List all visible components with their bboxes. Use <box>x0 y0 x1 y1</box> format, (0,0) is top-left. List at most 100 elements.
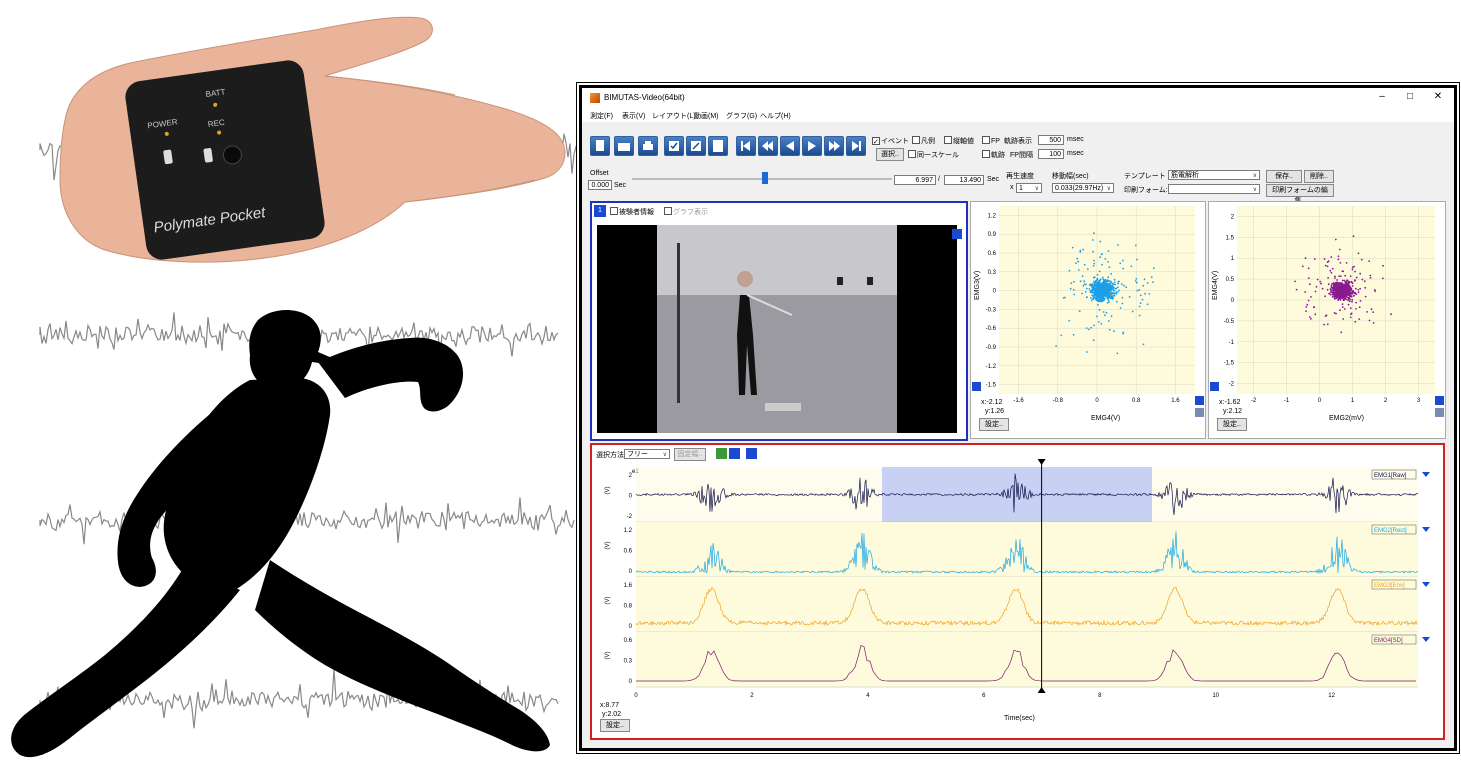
calculator-button[interactable] <box>708 136 728 156</box>
offset-unit: Sec <box>614 182 627 189</box>
scatter1-corner-icon[interactable] <box>972 382 981 391</box>
scatter-point <box>1348 280 1351 283</box>
cursor-top-marker[interactable] <box>1037 459 1046 465</box>
track-name-box[interactable] <box>1371 634 1417 645</box>
scatter-point <box>1355 287 1357 290</box>
fp-interval-label: FP間隔 <box>1010 152 1033 159</box>
menu-measure[interactable]: 測定(F) <box>590 113 613 120</box>
delete-button[interactable]: 削除.. <box>1304 170 1334 183</box>
scatter-point <box>1338 284 1341 286</box>
step-back-button[interactable] <box>758 136 778 156</box>
close-button[interactable]: ✕ <box>1433 91 1443 102</box>
video-expand-icon[interactable] <box>952 229 962 239</box>
menu-help[interactable]: ヘルプ(H) <box>760 113 791 120</box>
trace-ms-field[interactable]: 500 <box>1038 135 1064 145</box>
maximize-button[interactable]: □ <box>1406 91 1414 102</box>
save-button[interactable]: 保存.. <box>1266 170 1302 183</box>
same-scale-checkbox[interactable]: 同一スケール <box>908 150 959 160</box>
scatter1-settings-button[interactable]: 設定.. <box>979 418 1009 431</box>
scatter-point <box>1342 318 1345 320</box>
edit-button[interactable] <box>686 136 706 156</box>
track-menu-icon[interactable] <box>1422 637 1430 642</box>
time-tick-label: 2 <box>750 693 754 699</box>
trace-checkbox[interactable]: 軌跡 <box>982 150 1005 160</box>
template-select[interactable]: 筋電解析 <box>1168 170 1260 181</box>
scatter-point <box>1117 244 1119 246</box>
scatter2-zoom-in-icon[interactable] <box>1435 396 1444 405</box>
scatter2-zoom-out-icon[interactable] <box>1435 408 1444 417</box>
edit-print-form-button[interactable]: 印刷フォームの編集.. <box>1266 184 1334 205</box>
scatter-point <box>1330 271 1333 274</box>
x-tick-label: 1.6 <box>1171 398 1180 404</box>
scatter2-settings-button[interactable]: 設定.. <box>1217 418 1247 431</box>
zoom-region-icon[interactable] <box>716 448 727 459</box>
scatter-point <box>1351 285 1354 287</box>
scatter-point <box>1083 263 1086 266</box>
scatter-point <box>1368 260 1371 262</box>
play-back-button[interactable] <box>780 136 800 156</box>
video-frame[interactable] <box>597 225 957 433</box>
track-name-box[interactable] <box>1371 524 1417 535</box>
print-button[interactable] <box>638 136 658 156</box>
scatter-point <box>1339 287 1342 290</box>
scatter1-zoom-out-icon[interactable] <box>1195 408 1204 417</box>
scatter-point <box>1316 278 1319 281</box>
selection-method-select[interactable]: フリー <box>624 449 670 460</box>
scatter-point <box>1340 283 1343 286</box>
track-name-box[interactable] <box>1371 579 1417 590</box>
go-last-button[interactable] <box>846 136 866 156</box>
select-button[interactable]: 選択.. <box>876 148 904 161</box>
play-button[interactable] <box>802 136 822 156</box>
check-button[interactable] <box>664 136 684 156</box>
track-menu-icon[interactable] <box>1422 582 1430 587</box>
scatter-point <box>1354 270 1356 273</box>
scatter-point <box>1098 309 1101 311</box>
current-time-field[interactable]: 6.997 <box>894 175 936 185</box>
minimize-button[interactable]: – <box>1379 91 1385 102</box>
scatter-point <box>1113 294 1116 297</box>
fit-vertical-icon[interactable] <box>729 448 740 459</box>
scatter-point <box>1313 258 1316 260</box>
track-name-box[interactable] <box>1371 469 1417 480</box>
track-menu-icon[interactable] <box>1422 472 1430 477</box>
scatter-point <box>1329 269 1332 272</box>
menu-layout[interactable]: レイアウト(L) <box>652 113 696 120</box>
scatter1-zoom-in-icon[interactable] <box>1195 396 1204 405</box>
scatter-point <box>1349 298 1351 301</box>
scatter-point <box>1119 307 1122 309</box>
fp-interval-field[interactable]: 100 <box>1038 149 1064 159</box>
cursor-bottom-marker[interactable] <box>1037 687 1046 693</box>
subject-info-checkbox[interactable]: 被験者情報 <box>610 207 654 217</box>
track-menu-icon[interactable] <box>1422 527 1430 532</box>
scatter-point <box>1071 246 1074 249</box>
open-folder-button[interactable] <box>614 136 634 156</box>
speed-select[interactable]: 1 <box>1016 183 1042 194</box>
go-first-button[interactable] <box>736 136 756 156</box>
menu-view[interactable]: 表示(V) <box>622 113 646 120</box>
scatter-point <box>1350 280 1353 283</box>
emg-settings-button[interactable]: 設定.. <box>600 719 630 732</box>
export-icon[interactable] <box>746 448 757 459</box>
axis-value-checkbox[interactable]: 縦軸値 <box>944 136 974 146</box>
scatter-point <box>1390 313 1392 316</box>
legend-checkbox[interactable]: 凡例 <box>912 136 935 146</box>
step-select[interactable]: 0.033(29.97Hz) <box>1052 183 1114 194</box>
scatter-point <box>1341 303 1344 305</box>
graph-display-checkbox[interactable]: グラフ表示 <box>664 207 708 217</box>
event-checkbox[interactable]: ✓ イベント <box>872 137 909 146</box>
scatter-point <box>1098 294 1100 297</box>
menu-graph[interactable]: グラフ(G) <box>726 113 758 120</box>
time-slider-thumb[interactable] <box>762 172 768 184</box>
scatter-point <box>1113 278 1116 281</box>
scatter-point <box>1372 311 1375 313</box>
print-form-select[interactable] <box>1168 184 1260 195</box>
offset-field[interactable]: 0.000 <box>588 180 612 190</box>
new-file-button[interactable] <box>590 136 610 156</box>
scatter-point <box>1102 297 1105 300</box>
fixed-width-button[interactable]: 固定幅.. <box>674 448 706 461</box>
step-forward-button[interactable] <box>824 136 844 156</box>
scatter2-corner-icon[interactable] <box>1210 382 1219 391</box>
scatter-point <box>1108 266 1111 269</box>
fp-checkbox[interactable]: FP <box>982 136 1000 145</box>
menu-video[interactable]: 動画(M) <box>694 113 719 120</box>
